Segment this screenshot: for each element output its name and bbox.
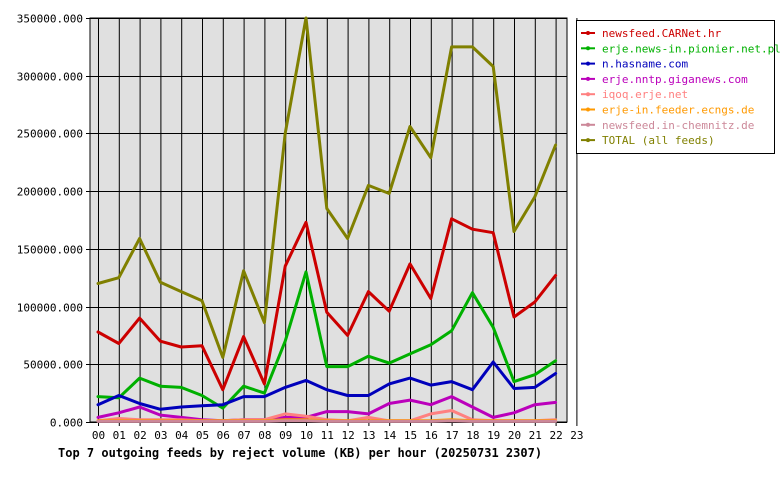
legend-box — [576, 20, 775, 154]
x-tick-label: 07 — [237, 429, 250, 442]
legend-marker — [586, 61, 590, 66]
legend-marker — [586, 122, 590, 127]
legend-label: erje.nntp.giganews.com — [602, 73, 748, 86]
x-tick-label: 02 — [133, 429, 146, 442]
y-tick-label: 200000.000 — [17, 186, 83, 199]
x-tick-label: 21 — [529, 429, 542, 442]
y-axis-ticks: 0.000 50000.000 100000.000 150000.000 200000… — [17, 13, 90, 430]
y-tick-label: 350000.000 — [17, 13, 83, 26]
x-tick-label: 18 — [466, 429, 479, 442]
plot-area — [89, 17, 568, 423]
x-tick-label: 08 — [258, 429, 271, 442]
x-tick-label: 09 — [279, 429, 292, 442]
y-tick-label: 100000.000 — [17, 302, 83, 315]
x-tick-label: 00 — [92, 429, 105, 442]
x-tick-label: 04 — [175, 429, 189, 442]
y-tick-label: 0.000 — [50, 417, 83, 430]
x-tick-label: 13 — [362, 429, 375, 442]
x-tick-label: 20 — [508, 429, 521, 442]
legend-label: iqoq.erje.net — [602, 88, 688, 101]
x-tick-label: 10 — [300, 429, 313, 442]
x-tick-label: 16 — [425, 429, 438, 442]
y-tick-label: 150000.000 — [17, 244, 83, 257]
series-line — [96, 360, 558, 411]
x-tick-label: 03 — [154, 429, 167, 442]
x-tick-label: 11 — [321, 429, 334, 442]
x-tick-label: 22 — [549, 429, 562, 442]
y-tick-label: 250000.000 — [17, 128, 83, 141]
legend-label: TOTAL (all feeds) — [602, 134, 715, 147]
legend-marker — [586, 107, 590, 112]
series-line — [96, 419, 558, 423]
legend-marker — [586, 46, 590, 51]
legend-label: erje.news-in.pionier.net.pl — [602, 42, 780, 55]
x-tick-label: 05 — [196, 429, 209, 442]
legend-label: erje-in.feeder.ecngs.de — [602, 104, 754, 117]
legend-label: newsfeed.CARNet.hr — [602, 27, 722, 40]
legend-marker — [586, 31, 590, 35]
x-tick-label: 01 — [113, 429, 126, 442]
y-tick-label: 300000.000 — [17, 71, 83, 84]
x-tick-label: 23 — [570, 429, 583, 442]
series-line — [96, 217, 558, 392]
legend: newsfeed.CARNet.hr erje.news-in.pionier.n… — [576, 20, 780, 154]
chart-title: Top 7 outgoing feeds by reject volume (K… — [58, 446, 542, 460]
legend-marker — [586, 138, 590, 143]
x-tick-label: 12 — [341, 429, 354, 442]
y-tick-label: 50000.000 — [23, 359, 83, 372]
legend-label: n.hasname.com — [602, 58, 688, 71]
series-line — [96, 270, 558, 410]
legend-marker — [586, 76, 590, 81]
x-tick-label: 19 — [487, 429, 500, 442]
x-tick-label: 14 — [383, 429, 397, 442]
legend-marker — [586, 92, 590, 97]
legend-label: newsfeed.in-chemnitz.de — [602, 119, 754, 132]
x-tick-label: 15 — [404, 429, 417, 442]
x-axis-ticks: 00 01 02 03 04 05 06 07 08 09 10 11 12 13 14 15 16 17 18 19… — [92, 422, 584, 442]
series-line — [96, 395, 558, 423]
x-tick-label: 06 — [217, 429, 230, 442]
series-lines — [96, 16, 558, 423]
series-line — [96, 16, 558, 359]
x-tick-label: 17 — [445, 429, 458, 442]
